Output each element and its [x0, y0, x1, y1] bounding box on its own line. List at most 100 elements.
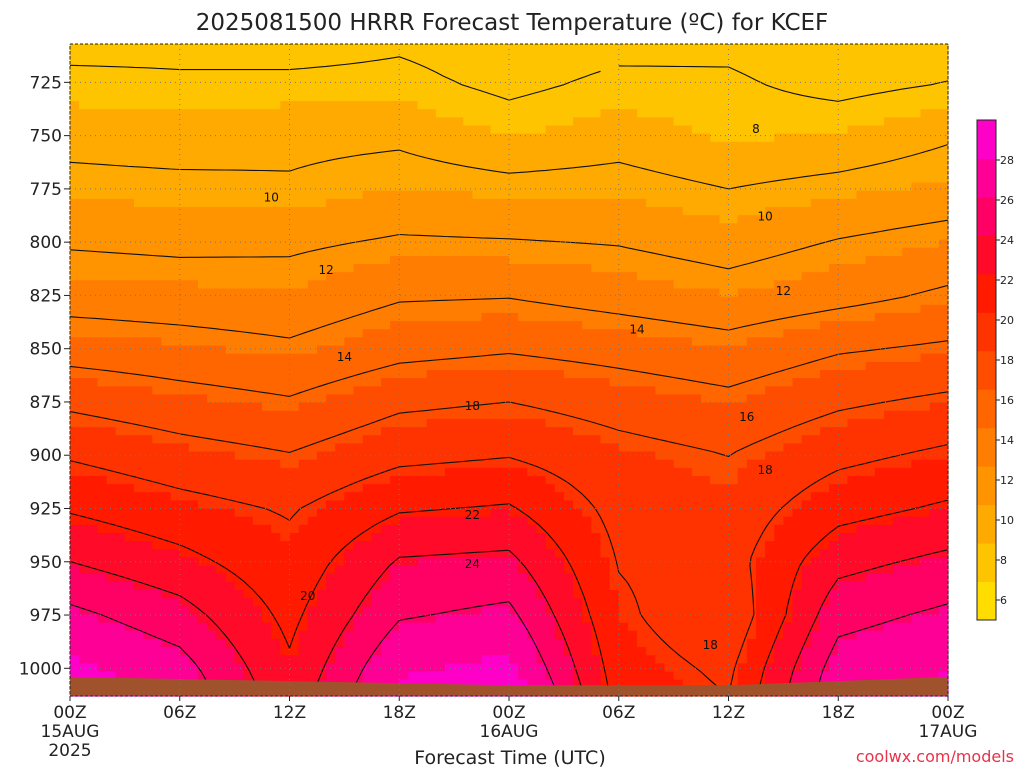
field-cell	[152, 198, 163, 208]
field-cell	[911, 386, 922, 396]
field-cell	[545, 117, 556, 127]
field-cell	[271, 459, 281, 469]
field-cell	[161, 44, 172, 53]
field-cell	[874, 190, 885, 200]
field-cell	[856, 280, 867, 290]
field-cell	[106, 312, 117, 322]
field-cell	[627, 410, 638, 420]
field-cell	[856, 451, 867, 461]
field-cell	[573, 427, 583, 436]
field-cell	[865, 386, 876, 396]
field-cell	[783, 52, 794, 61]
field-cell	[143, 337, 153, 347]
field-cell	[134, 174, 144, 184]
field-cell	[810, 337, 821, 347]
field-cell	[664, 223, 675, 233]
field-cell	[426, 44, 437, 53]
field-cell	[243, 264, 254, 273]
field-cell	[737, 149, 748, 159]
field-cell	[307, 84, 318, 94]
field-cell	[856, 312, 867, 322]
field-cell	[390, 280, 400, 290]
field-cell	[170, 337, 181, 347]
field-cell	[655, 296, 666, 306]
field-cell	[225, 60, 236, 70]
field-cell	[134, 345, 144, 355]
field-cell	[444, 207, 455, 216]
field-cell	[637, 84, 647, 94]
field-cell	[207, 231, 217, 241]
field-cell	[216, 198, 227, 208]
field-cell	[115, 182, 126, 192]
field-cell	[454, 68, 464, 78]
field-cell	[170, 264, 181, 273]
field-cell	[929, 353, 940, 363]
field-cell	[509, 182, 519, 192]
field-cell	[545, 370, 556, 379]
field-cell	[682, 394, 693, 404]
field-cell	[673, 386, 684, 396]
field-cell	[435, 329, 446, 338]
field-cell	[207, 133, 217, 143]
field-cell	[755, 296, 766, 306]
field-cell	[152, 418, 163, 428]
field-cell	[316, 133, 327, 143]
field-cell	[856, 223, 867, 233]
field-cell	[518, 231, 528, 241]
field-cell	[829, 101, 839, 110]
field-cell	[280, 190, 291, 200]
field-cell	[719, 174, 730, 184]
field-cell	[435, 76, 446, 86]
field-cell	[362, 361, 373, 371]
field-cell	[527, 247, 538, 257]
field-cell	[838, 101, 848, 110]
field-cell	[627, 312, 638, 322]
field-cell	[380, 459, 391, 469]
field-cell	[902, 141, 913, 151]
field-cell	[79, 76, 89, 86]
field-cell	[920, 166, 931, 175]
field-cell	[463, 207, 474, 216]
field-cell	[152, 370, 163, 379]
field-cell	[810, 418, 821, 428]
field-cell	[344, 92, 355, 102]
field-cell	[444, 182, 455, 192]
field-cell	[335, 255, 345, 265]
field-cell	[170, 280, 181, 290]
field-cell	[280, 52, 291, 61]
field-cell	[682, 231, 693, 241]
field-cell	[893, 190, 903, 200]
field-cell	[664, 451, 675, 461]
field-cell	[563, 288, 574, 298]
field-cell	[536, 158, 547, 167]
field-cell	[600, 125, 611, 135]
field-cell	[262, 427, 272, 436]
field-cell	[262, 198, 272, 208]
field-cell	[280, 451, 291, 461]
field-cell	[847, 158, 858, 167]
field-cell	[97, 418, 108, 428]
field-cell	[79, 321, 89, 330]
field-cell	[737, 361, 748, 371]
field-cell	[161, 101, 172, 110]
field-cell	[847, 459, 858, 469]
field-cell	[911, 158, 922, 167]
field-cell	[765, 60, 775, 70]
field-cell	[527, 361, 538, 371]
field-cell	[701, 264, 711, 273]
field-cell	[573, 410, 583, 420]
field-cell	[829, 361, 839, 371]
field-cell	[664, 174, 675, 184]
field-cell	[755, 304, 766, 314]
field-cell	[399, 231, 409, 241]
field-cell	[682, 92, 693, 102]
field-cell	[390, 52, 400, 61]
field-cell	[682, 133, 693, 143]
field-cell	[143, 361, 153, 371]
field-cell	[335, 101, 345, 110]
field-cell	[106, 435, 117, 444]
field-cell	[783, 304, 794, 314]
field-cell	[746, 247, 757, 257]
field-cell	[591, 149, 602, 159]
field-cell	[701, 361, 711, 371]
